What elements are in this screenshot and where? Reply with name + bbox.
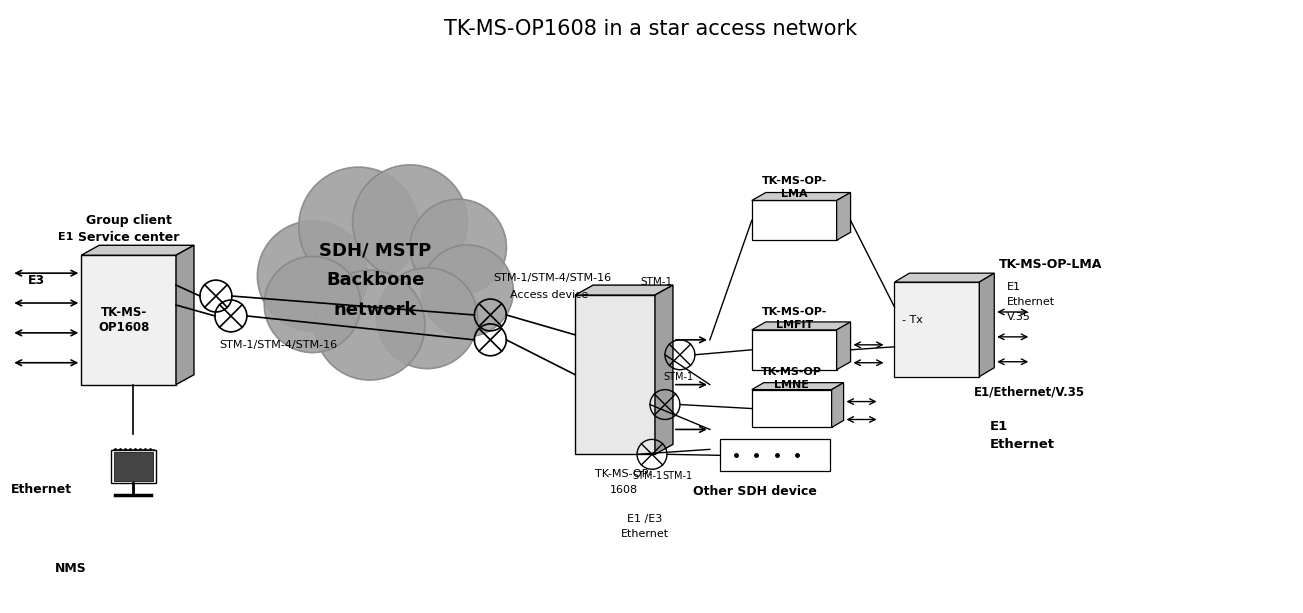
Polygon shape xyxy=(81,245,194,255)
Text: TK-MS-OP-: TK-MS-OP- xyxy=(761,307,827,317)
Polygon shape xyxy=(894,273,994,282)
Polygon shape xyxy=(752,383,843,390)
Text: TK-MS-OP-: TK-MS-OP- xyxy=(761,175,827,186)
Text: Other SDH device: Other SDH device xyxy=(693,485,817,498)
Circle shape xyxy=(298,167,418,286)
Text: STM-1: STM-1 xyxy=(632,471,662,481)
Text: SDH/ MSTP: SDH/ MSTP xyxy=(319,242,431,259)
Text: Access device: Access device xyxy=(511,290,589,300)
Text: STM-1: STM-1 xyxy=(662,471,692,481)
Polygon shape xyxy=(831,383,843,427)
Polygon shape xyxy=(575,285,672,295)
Text: TK-MS-
OP1608: TK-MS- OP1608 xyxy=(98,306,150,334)
Text: E1/Ethernet/V.35: E1/Ethernet/V.35 xyxy=(975,385,1085,398)
Text: TK-MS-OP1608 in a star access network: TK-MS-OP1608 in a star access network xyxy=(444,19,857,39)
Text: Ethernet: Ethernet xyxy=(12,482,73,496)
Text: TK-MS-OP: TK-MS-OP xyxy=(761,367,822,377)
Text: STM-1: STM-1 xyxy=(640,277,672,287)
Polygon shape xyxy=(980,273,994,376)
Text: Backbone: Backbone xyxy=(327,271,425,289)
Text: E1 /E3: E1 /E3 xyxy=(627,514,663,524)
Text: Group client: Group client xyxy=(86,214,172,227)
Text: STM-1/STM-4/STM-16: STM-1/STM-4/STM-16 xyxy=(219,340,337,350)
Text: Ethernet: Ethernet xyxy=(1007,297,1055,307)
Polygon shape xyxy=(115,452,154,481)
Text: V.35: V.35 xyxy=(1007,312,1031,322)
Polygon shape xyxy=(752,192,851,200)
Text: E1: E1 xyxy=(57,232,73,242)
Circle shape xyxy=(258,221,367,331)
Text: STM-1/STM-4/STM-16: STM-1/STM-4/STM-16 xyxy=(494,273,611,283)
Polygon shape xyxy=(111,450,156,483)
Polygon shape xyxy=(837,192,851,240)
Polygon shape xyxy=(719,440,830,471)
Text: STM-1: STM-1 xyxy=(663,371,693,382)
Polygon shape xyxy=(837,322,851,370)
Text: LMFIT: LMFIT xyxy=(775,320,813,330)
Polygon shape xyxy=(752,330,837,370)
Circle shape xyxy=(265,256,361,352)
Polygon shape xyxy=(575,295,655,454)
Circle shape xyxy=(410,199,507,295)
Polygon shape xyxy=(81,255,176,384)
Text: network: network xyxy=(334,301,417,319)
Circle shape xyxy=(421,245,513,337)
Text: E1: E1 xyxy=(989,420,1007,433)
Polygon shape xyxy=(655,285,672,454)
Circle shape xyxy=(377,268,478,368)
Text: TK-MS-OP-: TK-MS-OP- xyxy=(595,469,653,479)
Text: NMS: NMS xyxy=(55,562,87,576)
Text: 1608: 1608 xyxy=(610,485,638,495)
Text: E3: E3 xyxy=(27,273,44,287)
Text: - Tx: - Tx xyxy=(903,315,924,325)
Text: LMA: LMA xyxy=(780,189,808,199)
Polygon shape xyxy=(176,245,194,384)
Polygon shape xyxy=(752,200,837,240)
Text: E1: E1 xyxy=(1007,282,1022,292)
Text: LMNE: LMNE xyxy=(774,379,809,390)
Text: Ethernet: Ethernet xyxy=(622,529,668,539)
Text: Service center: Service center xyxy=(78,231,180,244)
Polygon shape xyxy=(894,282,980,376)
Circle shape xyxy=(353,165,468,280)
Text: TK-MS-OP-LMA: TK-MS-OP-LMA xyxy=(999,257,1102,271)
Text: Ethernet: Ethernet xyxy=(989,438,1054,451)
Polygon shape xyxy=(113,449,154,450)
Polygon shape xyxy=(752,322,851,330)
Circle shape xyxy=(315,270,425,380)
Polygon shape xyxy=(752,390,831,427)
